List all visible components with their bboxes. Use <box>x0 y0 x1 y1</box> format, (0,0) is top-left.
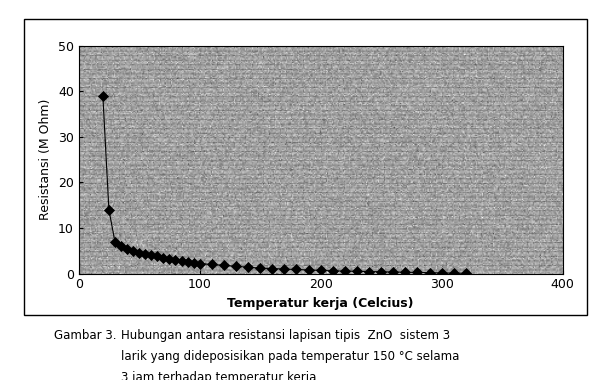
Text: larik yang dideposisikan pada temperatur 150 °C selama: larik yang dideposisikan pada temperatur… <box>121 350 459 363</box>
Point <box>183 259 192 265</box>
Point <box>159 255 168 261</box>
Point <box>388 269 398 275</box>
Point <box>280 266 289 272</box>
Point <box>165 256 174 262</box>
Y-axis label: Resistansi (M Ohm): Resistansi (M Ohm) <box>39 99 52 220</box>
Point <box>364 269 374 275</box>
Point <box>98 93 108 99</box>
Point <box>255 265 265 271</box>
Point <box>207 261 217 268</box>
Point <box>122 245 132 252</box>
Point <box>316 268 325 274</box>
Point <box>401 269 410 275</box>
Point <box>134 250 144 256</box>
Point <box>146 252 156 258</box>
Point <box>177 258 186 264</box>
Point <box>352 268 362 274</box>
Point <box>304 267 313 273</box>
Point <box>413 269 422 275</box>
Point <box>437 270 446 276</box>
Point <box>195 261 204 267</box>
Point <box>104 207 114 213</box>
Point <box>328 268 338 274</box>
Point <box>243 264 253 270</box>
Point <box>116 243 126 249</box>
Point <box>110 239 120 245</box>
Point <box>219 262 229 268</box>
Text: Gambar 3.: Gambar 3. <box>54 329 117 342</box>
Text: Hubungan antara resistansi lapisan tipis  ZnO  sistem 3: Hubungan antara resistansi lapisan tipis… <box>121 329 450 342</box>
Point <box>189 260 198 266</box>
Point <box>340 268 350 274</box>
Point <box>128 248 138 254</box>
Point <box>171 257 180 263</box>
Point <box>449 270 459 276</box>
X-axis label: Temperatur kerja (Celcius): Temperatur kerja (Celcius) <box>227 297 414 310</box>
Point <box>140 252 150 258</box>
Point <box>231 263 241 269</box>
Point <box>152 253 162 259</box>
Point <box>292 266 301 272</box>
Point <box>461 270 471 276</box>
Point <box>267 266 277 272</box>
Point <box>376 269 386 275</box>
Point <box>425 270 434 276</box>
Text: 3 jam terhadap temperatur kerja.: 3 jam terhadap temperatur kerja. <box>121 370 320 380</box>
